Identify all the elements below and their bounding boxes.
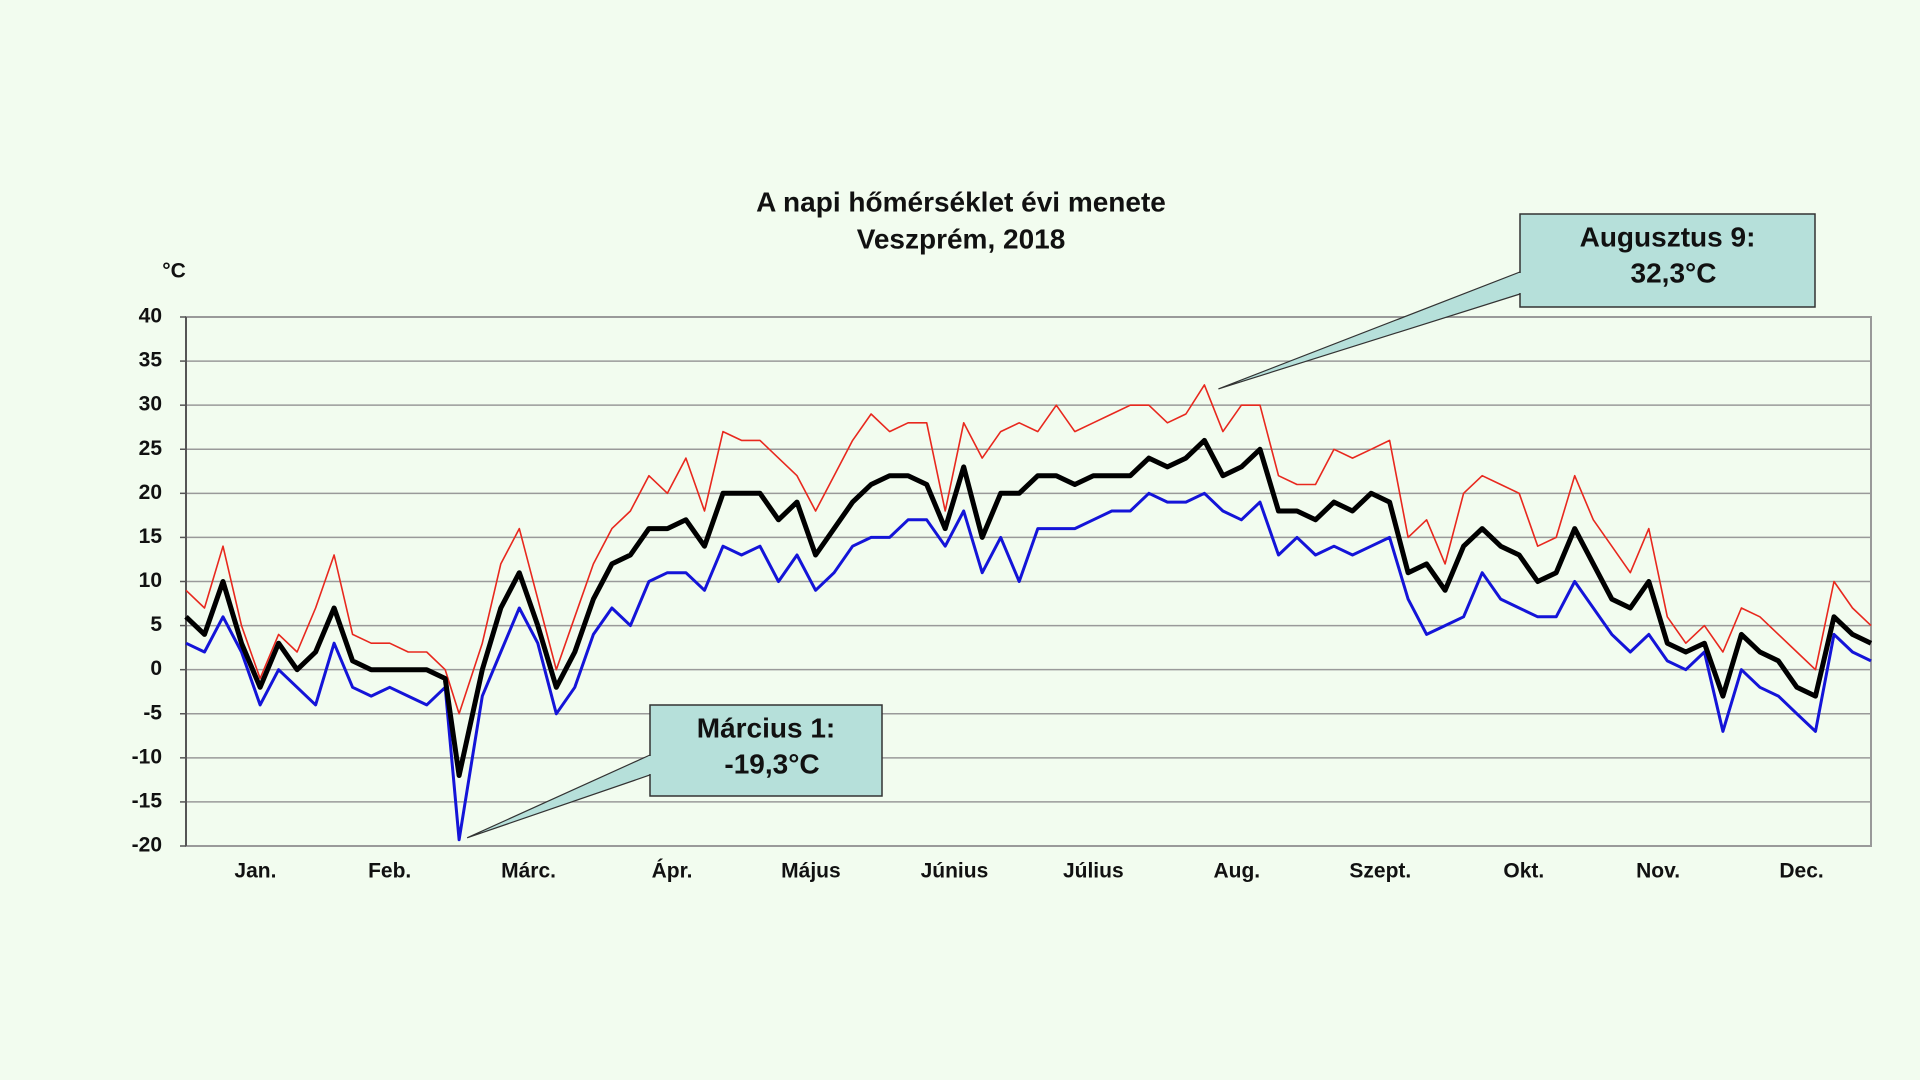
y-tick-label: 30 [139,393,162,416]
x-tick-label: Szept. [1349,860,1411,883]
x-tick-label: Július [1063,860,1124,883]
y-tick-label: 20 [139,481,162,504]
y-tick-label: 0 [150,657,162,680]
y-tick-label: -20 [132,834,162,857]
x-tick-label: Aug. [1213,860,1260,883]
x-tick-label: Márc. [501,860,556,883]
y-tick-label: 15 [139,525,163,548]
x-tick-label: Ápr. [652,860,693,883]
x-tick-label: Jan. [234,860,276,883]
chart-subtitle: Veszprém, 2018 [857,223,1066,254]
callout-text: 32,3°C [1631,257,1717,288]
series-line [185,491,1872,842]
y-tick-label: 35 [139,349,163,372]
x-tick-label: Június [921,860,989,883]
callout-text: Március 1: [697,712,836,743]
y-axis-label: °C [162,260,186,283]
series-line [185,384,1872,715]
y-tick-label: 40 [139,305,162,328]
x-tick-label: Dec. [1779,860,1823,883]
x-tick-label: Okt. [1503,860,1544,883]
x-tick-label: Május [781,860,841,883]
chart-title: A napi hőmérséklet évi menete [756,186,1166,217]
y-tick-label: -15 [132,789,163,812]
callout-box [1519,213,1816,308]
x-tick-label: Nov. [1636,860,1680,883]
callout-box [649,704,883,797]
callout-text: Augusztus 9: [1580,221,1756,252]
y-tick-label: 25 [139,437,163,460]
series-line [184,437,1873,778]
y-tick-label: -5 [143,701,162,724]
y-tick-label: -10 [132,745,162,768]
y-tick-label: 10 [139,569,162,592]
x-tick-label: Feb. [368,860,411,883]
callout-text: -19,3°C [724,748,819,779]
y-tick-label: 5 [150,613,162,636]
